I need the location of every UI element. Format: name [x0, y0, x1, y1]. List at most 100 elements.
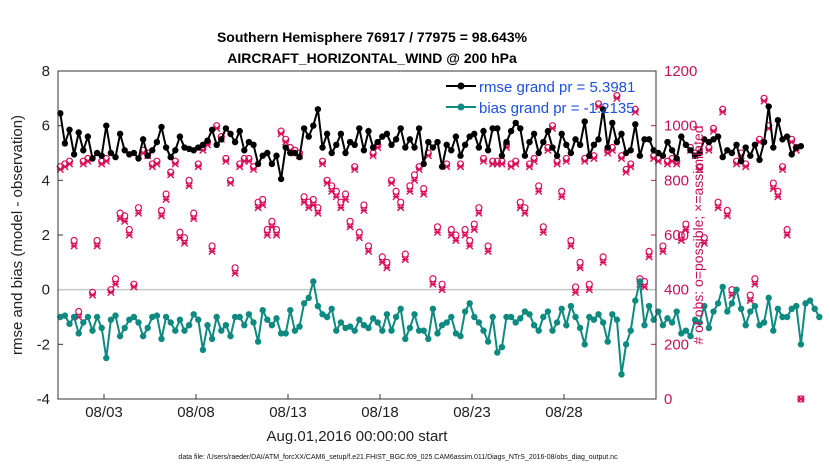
obs-assimilated-point — [309, 201, 317, 209]
rmse-point — [641, 136, 648, 143]
obs-assimilated-point — [245, 157, 253, 165]
y-right-tick-label: 400 — [664, 282, 689, 299]
rmse-point — [411, 144, 418, 151]
rmse-point — [425, 138, 432, 146]
bias-point — [733, 286, 740, 293]
obs-possible-point — [429, 275, 437, 283]
bias-point — [645, 302, 653, 310]
rmse-point — [737, 158, 745, 165]
legend-bias-marker — [457, 103, 465, 111]
rmse-point — [751, 141, 759, 148]
bias-point — [664, 315, 671, 322]
rmse-point — [438, 163, 446, 170]
rmse-point — [360, 147, 368, 154]
rmse-point — [250, 141, 257, 148]
rmse-point — [595, 136, 602, 143]
obs-possible-point — [392, 187, 400, 195]
bias-point — [572, 313, 579, 321]
bias-point — [360, 322, 368, 329]
bias-point — [130, 313, 138, 321]
obs-possible-point — [355, 228, 363, 236]
bias-point — [379, 327, 386, 334]
obs-assimilated-point — [208, 247, 216, 256]
legend-rmse-label: rmse grand pr = 5.3981 — [479, 79, 635, 96]
rmse-point — [93, 149, 101, 157]
obs-assimilated-point — [512, 160, 520, 168]
obs-assimilated-point — [470, 225, 478, 234]
rmse-point — [75, 129, 82, 136]
rmse-point — [572, 136, 579, 143]
rmse-point — [356, 125, 363, 132]
bias-point — [526, 311, 533, 318]
bias-point — [218, 327, 225, 334]
rmse-point — [158, 123, 165, 131]
bias-point — [521, 308, 529, 315]
bias-point — [618, 371, 625, 378]
y-left-tick-label: 2 — [42, 227, 50, 244]
bias-point — [93, 313, 101, 321]
rmse-point — [139, 136, 147, 143]
rmse-point — [724, 147, 731, 154]
obs-assimilated-point — [383, 264, 391, 272]
y-right-tick-label: 1200 — [664, 63, 697, 80]
rmse-point — [84, 133, 92, 140]
bias-point — [139, 332, 147, 340]
x-tick-label: 08/23 — [453, 404, 491, 421]
bias-point — [599, 319, 607, 326]
obs-assimilated-point — [466, 242, 474, 250]
bias-point — [641, 322, 648, 329]
rmse-point — [632, 121, 639, 128]
rmse-point — [498, 152, 506, 159]
obs-assimilated-point — [125, 231, 133, 239]
rmse-point — [80, 147, 87, 154]
bias-point — [517, 315, 524, 322]
y-right-tick-label: 1000 — [664, 118, 697, 135]
bias-point — [742, 322, 749, 329]
obs-assimilated-point — [617, 154, 626, 163]
data-file-footnote: data file: /Users/raeder/DAI/ATM_forcXX/… — [178, 454, 618, 461]
rmse-point — [765, 103, 772, 110]
obs-assimilated-point — [581, 157, 589, 165]
rmse-point — [747, 152, 754, 159]
bias-point — [287, 306, 294, 314]
rmse-point — [756, 156, 763, 164]
obs-possible-point — [378, 253, 386, 261]
obs-possible-point — [75, 307, 83, 316]
bias-point — [356, 316, 363, 323]
obs-possible-point — [259, 195, 267, 204]
rmse-point — [471, 130, 478, 138]
bias-point — [797, 341, 805, 348]
rmse-point — [714, 133, 722, 140]
obs-possible-point — [535, 182, 543, 190]
bias-point — [80, 319, 87, 326]
rmse-point — [788, 151, 795, 158]
obs-assimilated-point — [162, 195, 170, 204]
obs-assimilated-point — [130, 283, 138, 291]
bias-point — [259, 306, 266, 314]
obs-possible-point — [401, 250, 409, 258]
obs-assimilated-point — [673, 160, 681, 168]
rmse-point — [503, 138, 510, 146]
obs-possible-point — [410, 171, 419, 179]
bias-point — [466, 300, 473, 307]
bias-point — [816, 313, 823, 321]
x-tick-label: 08/03 — [85, 404, 123, 421]
obs-possible-point — [268, 217, 276, 225]
obs-assimilated-point — [406, 187, 414, 195]
obs-possible-point — [585, 280, 593, 288]
legend-rmse-marker — [457, 82, 465, 90]
rmse-point — [484, 147, 492, 154]
bias-point — [480, 327, 487, 334]
bias-point — [383, 311, 391, 318]
rmse-point — [61, 140, 69, 147]
obs-possible-point — [558, 187, 566, 195]
y-right-tick-label: 200 — [664, 336, 689, 353]
obs-assimilated-point — [567, 242, 575, 250]
rmse-point — [452, 133, 460, 140]
rmse-point — [489, 125, 496, 132]
rmse-point — [691, 152, 699, 159]
bias-point — [402, 335, 409, 343]
rmse-point — [549, 144, 556, 151]
obs-assimilated-point — [797, 395, 805, 403]
bias-point — [788, 305, 795, 312]
